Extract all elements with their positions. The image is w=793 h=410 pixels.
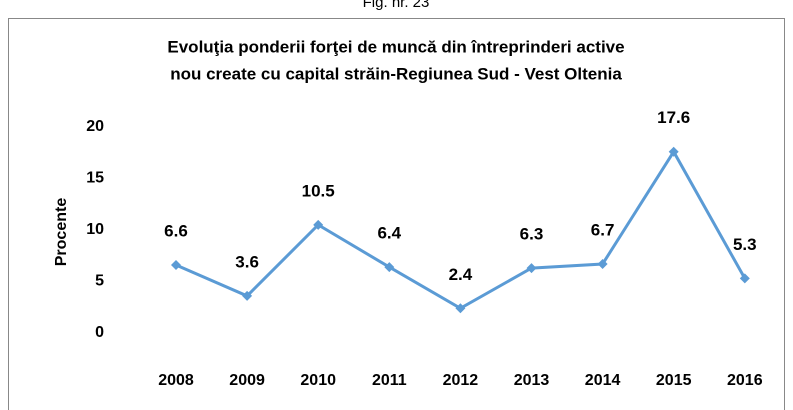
data-label: 3.6: [235, 252, 259, 271]
marker: [171, 260, 181, 271]
data-label: 17.6: [657, 108, 690, 127]
marker: [526, 263, 537, 274]
x-tick-label: 2008: [158, 372, 194, 389]
x-tick-label: 2009: [229, 372, 265, 389]
figure-label: Fig. nr. 23: [363, 0, 430, 11]
y-tick-label: 15: [86, 170, 104, 187]
y-tick-label: 20: [86, 118, 104, 135]
marker: [597, 258, 608, 269]
y-tick-label: 0: [95, 324, 104, 341]
marker: [668, 146, 679, 157]
chart-title: Evoluţia ponderii forţei de muncă din în…: [167, 37, 624, 56]
marker: [455, 303, 466, 314]
data-label: 10.5: [302, 181, 335, 200]
x-tick-label: 2010: [300, 372, 336, 389]
marker: [313, 219, 324, 230]
x-tick-label: 2012: [443, 372, 479, 389]
chart-title: nou create cu capital străin-Regiunea Su…: [170, 64, 622, 83]
y-tick-label: 10: [86, 221, 104, 238]
y-axis-label: Procente: [53, 198, 70, 267]
data-label: 2.4: [449, 265, 473, 284]
x-tick-label: 2016: [727, 372, 763, 389]
x-tick-label: 2015: [656, 372, 692, 389]
marker: [384, 262, 395, 273]
data-label: 5.3: [733, 235, 757, 254]
x-tick-label: 2013: [514, 372, 550, 389]
data-label: 6.4: [377, 224, 401, 243]
x-tick-label: 2014: [585, 372, 621, 389]
marker: [739, 273, 750, 284]
marker: [242, 290, 253, 301]
x-tick-label: 2011: [372, 372, 407, 389]
chart-frame: [8, 18, 785, 410]
data-label: 6.6: [164, 222, 188, 241]
data-label: 6.3: [520, 225, 544, 244]
y-tick-label: 5: [95, 273, 104, 290]
data-label: 6.7: [591, 220, 615, 239]
